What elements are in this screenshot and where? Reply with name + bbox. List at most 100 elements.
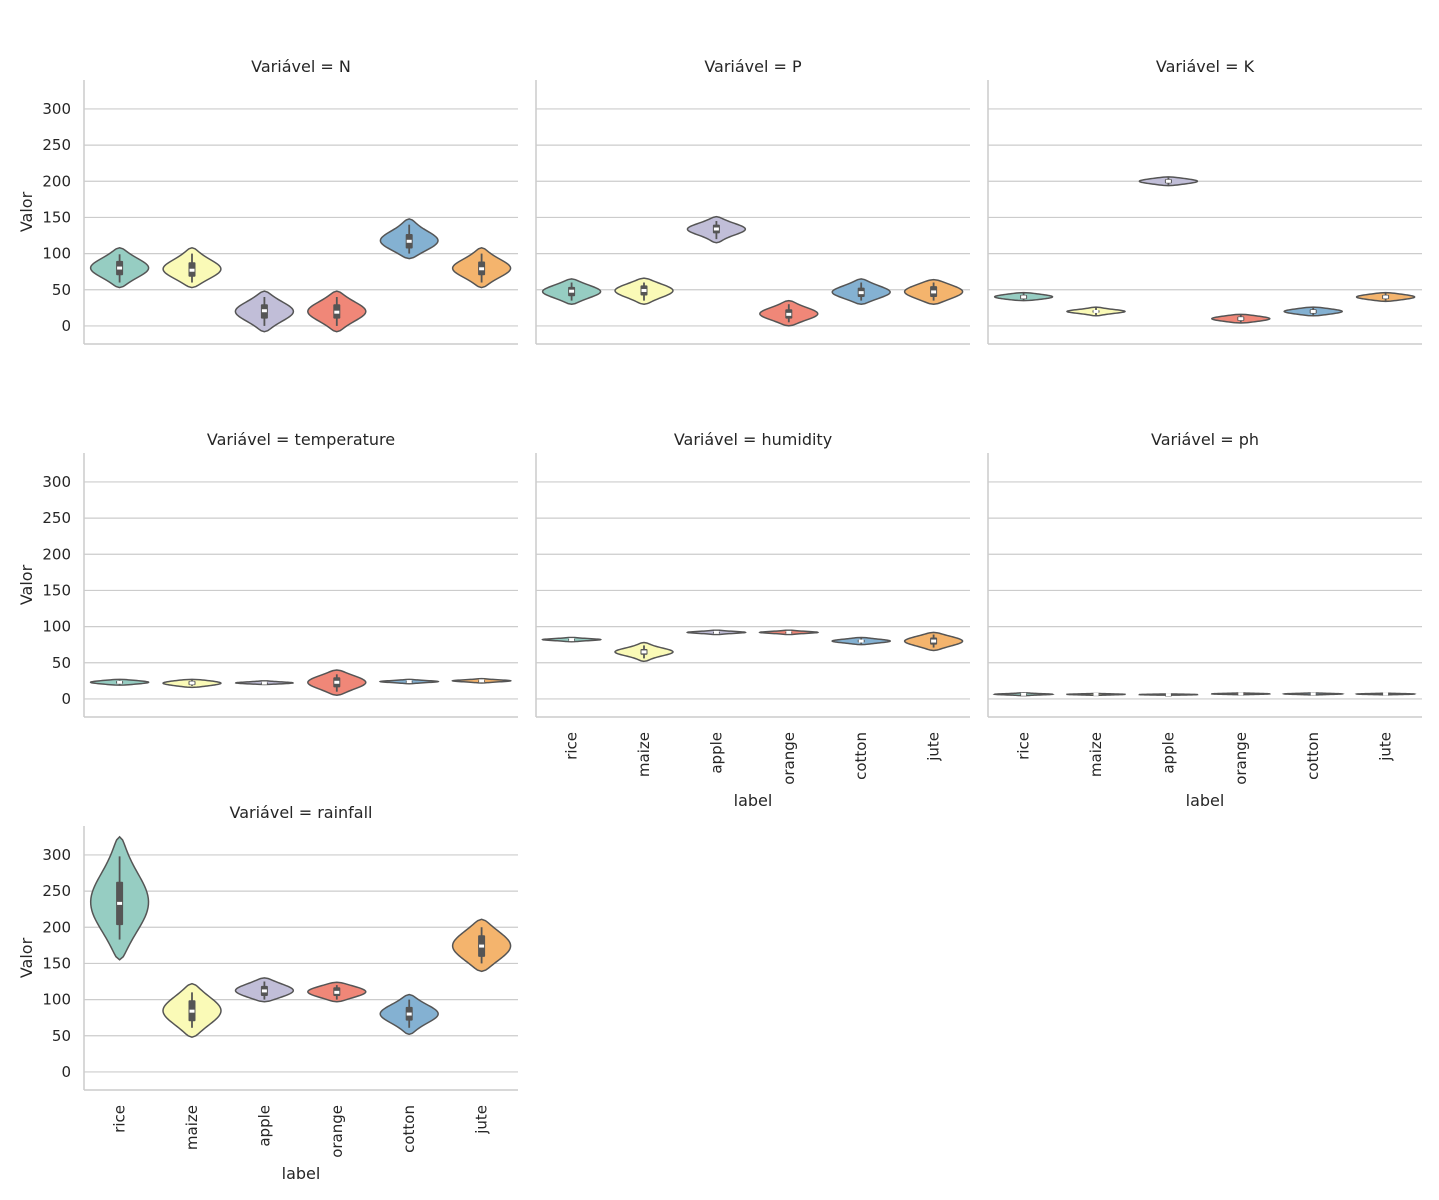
y-tick-label: 250 bbox=[42, 136, 71, 154]
y-tick-label: 0 bbox=[61, 317, 71, 335]
violin-median bbox=[786, 312, 792, 316]
violin-rice bbox=[89, 247, 150, 289]
y-tick-label: 300 bbox=[42, 846, 71, 864]
x-axis-label: label bbox=[282, 1164, 321, 1183]
violin-jute bbox=[451, 918, 512, 973]
x-axis-label: label bbox=[734, 791, 773, 810]
x-tick-label: cotton bbox=[1304, 732, 1322, 780]
violin-rice bbox=[541, 278, 602, 305]
y-tick-label: 300 bbox=[42, 100, 71, 118]
violin-apple bbox=[1138, 176, 1199, 187]
violin-median bbox=[189, 1009, 195, 1013]
violin-median bbox=[1383, 295, 1389, 299]
x-tick-label: maize bbox=[635, 732, 653, 777]
violin-jute bbox=[1354, 692, 1417, 696]
y-tick-label: 150 bbox=[42, 581, 71, 599]
violin-orange bbox=[307, 981, 367, 1003]
violin-median bbox=[406, 680, 412, 684]
panel-title: Variável = N bbox=[251, 57, 351, 76]
panel-humidity: Variável = humidity rice maize apple orange c… bbox=[535, 430, 970, 810]
violin-orange bbox=[1210, 692, 1271, 696]
violin-cotton bbox=[1281, 692, 1345, 696]
panel-temperature: Variável = temperature 0 50 100 150 200 250 300… bbox=[17, 430, 518, 718]
violin-median bbox=[479, 679, 485, 683]
y-axis-label: Valor bbox=[17, 191, 36, 232]
violin-median bbox=[1021, 295, 1027, 299]
violin-median bbox=[261, 309, 267, 313]
x-tick-label: jute bbox=[473, 1105, 491, 1135]
violin-maize bbox=[162, 247, 222, 289]
violin-median bbox=[261, 681, 267, 685]
violin-median bbox=[1383, 692, 1389, 696]
y-tick-label: 200 bbox=[42, 918, 71, 936]
violin-cotton bbox=[1283, 306, 1344, 317]
y-tick-label: 300 bbox=[42, 473, 71, 491]
violin-jute bbox=[903, 278, 964, 305]
violin-rice bbox=[993, 291, 1054, 302]
panel-title: Variável = P bbox=[704, 57, 802, 76]
x-tick-label: orange bbox=[780, 732, 798, 785]
violin-median bbox=[713, 630, 719, 634]
y-tick-label: 50 bbox=[52, 1027, 71, 1045]
panel-P: Variável = P bbox=[535, 57, 970, 345]
violin-cotton bbox=[378, 678, 440, 685]
violin-median bbox=[1093, 309, 1099, 313]
x-tick-label: rice bbox=[1015, 732, 1033, 760]
panel-rainfall: Variável = rainfall 0 50 100 150 200 250 300 Val… bbox=[17, 803, 518, 1183]
panel-title: Variável = rainfall bbox=[230, 803, 373, 822]
violin-median bbox=[1310, 309, 1316, 313]
violin-orange bbox=[758, 629, 820, 636]
violin-jute bbox=[451, 677, 513, 684]
violin-rice bbox=[992, 692, 1055, 697]
violin-apple bbox=[234, 977, 295, 1003]
y-tick-label: 250 bbox=[42, 509, 71, 527]
x-tick-label: apple bbox=[707, 732, 725, 774]
y-tick-label: 0 bbox=[61, 690, 71, 708]
violin-median bbox=[334, 990, 340, 994]
x-tick-label: maize bbox=[1087, 732, 1105, 777]
violin-median bbox=[1093, 692, 1099, 696]
violin-rice bbox=[541, 636, 602, 643]
y-axis-label: Valor bbox=[17, 564, 36, 605]
violin-orange bbox=[307, 290, 367, 333]
violin-maize bbox=[162, 982, 222, 1038]
violin-maize bbox=[614, 641, 674, 663]
x-axis-label: label bbox=[1186, 791, 1225, 810]
violin-median bbox=[858, 291, 864, 295]
y-tick-label: 100 bbox=[42, 618, 71, 636]
violin-cotton bbox=[379, 993, 439, 1036]
x-tick-label: maize bbox=[183, 1105, 201, 1150]
y-tick-label: 250 bbox=[42, 882, 71, 900]
x-tick-label: cotton bbox=[852, 732, 870, 780]
violin-apple bbox=[685, 629, 747, 636]
violin-median bbox=[931, 290, 937, 294]
violin-apple bbox=[234, 290, 295, 333]
x-tick-label: jute bbox=[925, 732, 943, 762]
violin-apple bbox=[686, 215, 747, 244]
violin-rice bbox=[89, 678, 150, 686]
violin-median bbox=[1238, 317, 1244, 321]
violin-orange bbox=[1210, 313, 1271, 324]
y-tick-label: 50 bbox=[52, 654, 71, 672]
y-tick-label: 200 bbox=[42, 545, 71, 563]
violin-orange bbox=[759, 299, 819, 327]
violin-median bbox=[1238, 692, 1244, 696]
violin-jute bbox=[903, 631, 964, 652]
violin-median bbox=[479, 267, 485, 271]
violin-median bbox=[1165, 693, 1171, 697]
y-tick-label: 100 bbox=[42, 991, 71, 1009]
violin-median bbox=[406, 1012, 412, 1016]
violin-median bbox=[1021, 692, 1027, 696]
violin-apple bbox=[234, 680, 295, 686]
violin-median bbox=[334, 310, 340, 314]
x-tick-label: rice bbox=[111, 1105, 129, 1133]
x-tick-label: cotton bbox=[400, 1105, 418, 1153]
violin-jute bbox=[451, 247, 512, 289]
y-tick-label: 50 bbox=[52, 281, 71, 299]
panel-title: Variável = ph bbox=[1151, 430, 1259, 449]
y-axis-label: Valor bbox=[17, 937, 36, 978]
x-tick-label: jute bbox=[1377, 732, 1395, 762]
y-tick-label: 100 bbox=[42, 245, 71, 263]
violin-median bbox=[569, 638, 575, 642]
